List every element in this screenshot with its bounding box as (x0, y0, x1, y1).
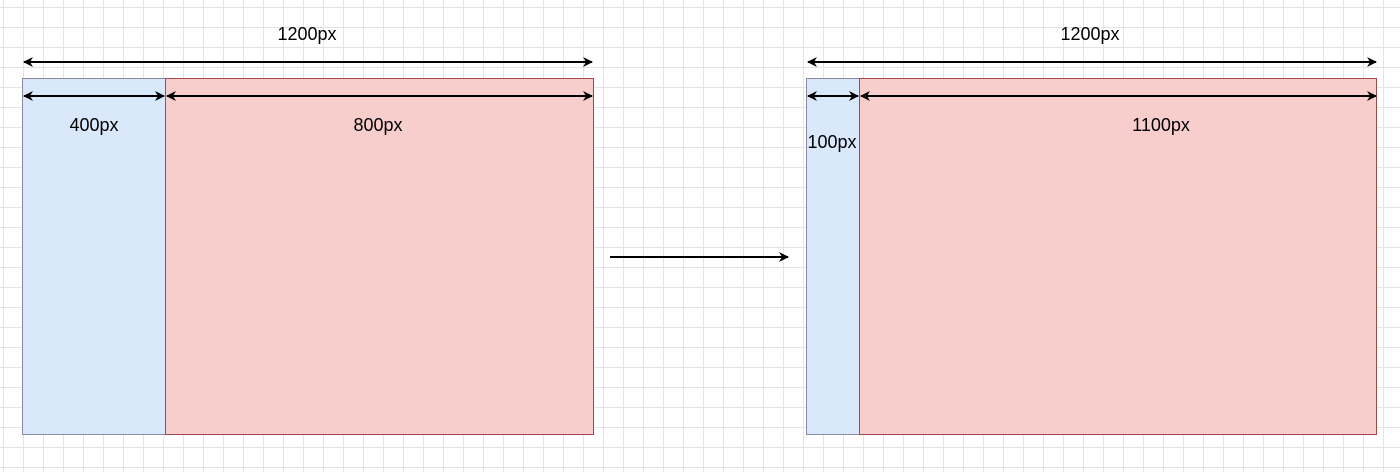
left-total-width-label: 1200px (277, 24, 337, 44)
right-content-panel (859, 78, 1377, 435)
left-sidebar-width-label: 400px (69, 115, 119, 135)
right-content-width-label: 1100px (1132, 115, 1190, 135)
right-total-width-label: 1200px (1060, 24, 1120, 44)
right-sidebar-panel (806, 78, 861, 435)
right-sidebar-width-label: 100px (807, 132, 857, 152)
left-sidebar-panel (22, 78, 166, 435)
left-content-panel (165, 78, 594, 435)
left-content-width-label: 800px (353, 115, 403, 135)
